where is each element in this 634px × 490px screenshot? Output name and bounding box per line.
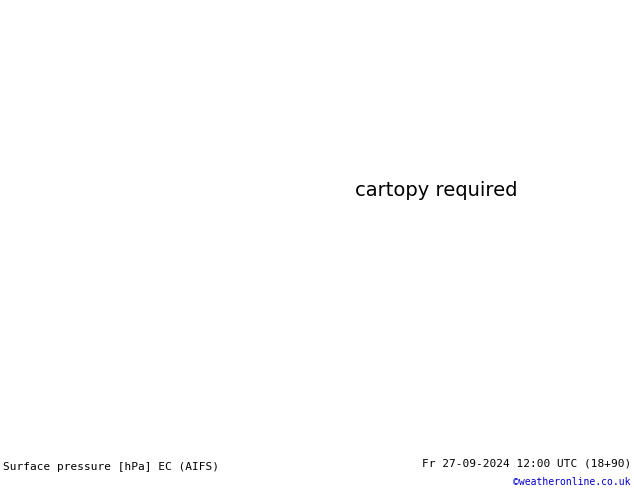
Text: Surface pressure [hPa] EC (AIFS): Surface pressure [hPa] EC (AIFS) [3,462,219,472]
Text: Fr 27-09-2024 12:00 UTC (18+90): Fr 27-09-2024 12:00 UTC (18+90) [422,459,631,468]
Text: cartopy required: cartopy required [354,181,517,200]
Text: ©weatheronline.co.uk: ©weatheronline.co.uk [514,477,631,487]
